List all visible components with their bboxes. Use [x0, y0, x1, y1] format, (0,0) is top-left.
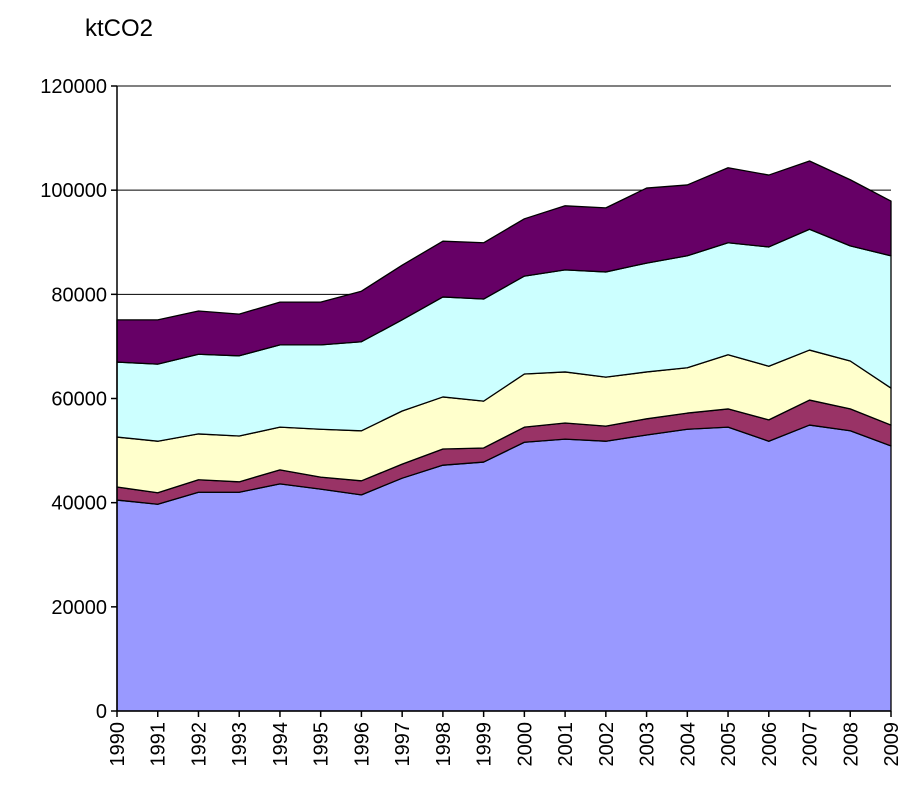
x-tick-label: 1998: [433, 722, 455, 767]
y-tick-label: 60000: [51, 389, 107, 411]
x-tick-label: 2005: [718, 722, 740, 767]
x-tick-label: 2000: [514, 722, 536, 767]
x-tick-label: 2007: [800, 722, 822, 767]
x-tick-label: 2001: [555, 722, 577, 767]
x-tick-label: 2009: [881, 722, 903, 767]
area: [116, 160, 892, 365]
x-tick-label: 1990: [107, 722, 129, 767]
x-tick-label: 1991: [148, 722, 170, 767]
chart-title: ktCO2: [85, 15, 153, 42]
x-tick-label: 1996: [351, 722, 373, 767]
x-tick-label: 2002: [596, 722, 618, 767]
x-tick-label: 2006: [759, 722, 781, 767]
y-tick-label: 20000: [51, 597, 107, 619]
x-tick-label: 1995: [311, 722, 333, 767]
x-tick-label: 2003: [637, 722, 659, 767]
x-tick-label: 1997: [392, 722, 414, 767]
y-tick-label: 40000: [51, 493, 107, 515]
x-tick-label: 1994: [270, 722, 292, 767]
x-tick-label: 1999: [474, 722, 496, 767]
x-tick-label: 2008: [840, 722, 862, 767]
y-tick-label: 100000: [40, 180, 107, 202]
x-tick-label: 1992: [188, 722, 210, 767]
x-tick-label: 1993: [229, 722, 251, 767]
x-tick-label: 2004: [677, 722, 699, 767]
y-tick-label: 80000: [51, 284, 107, 306]
y-tick-label: 0: [96, 701, 107, 723]
y-tick-label: 120000: [40, 76, 107, 98]
